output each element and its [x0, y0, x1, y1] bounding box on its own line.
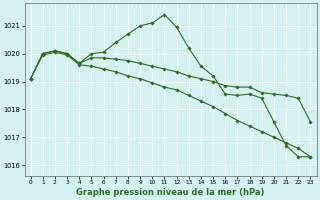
X-axis label: Graphe pression niveau de la mer (hPa): Graphe pression niveau de la mer (hPa): [76, 188, 265, 197]
